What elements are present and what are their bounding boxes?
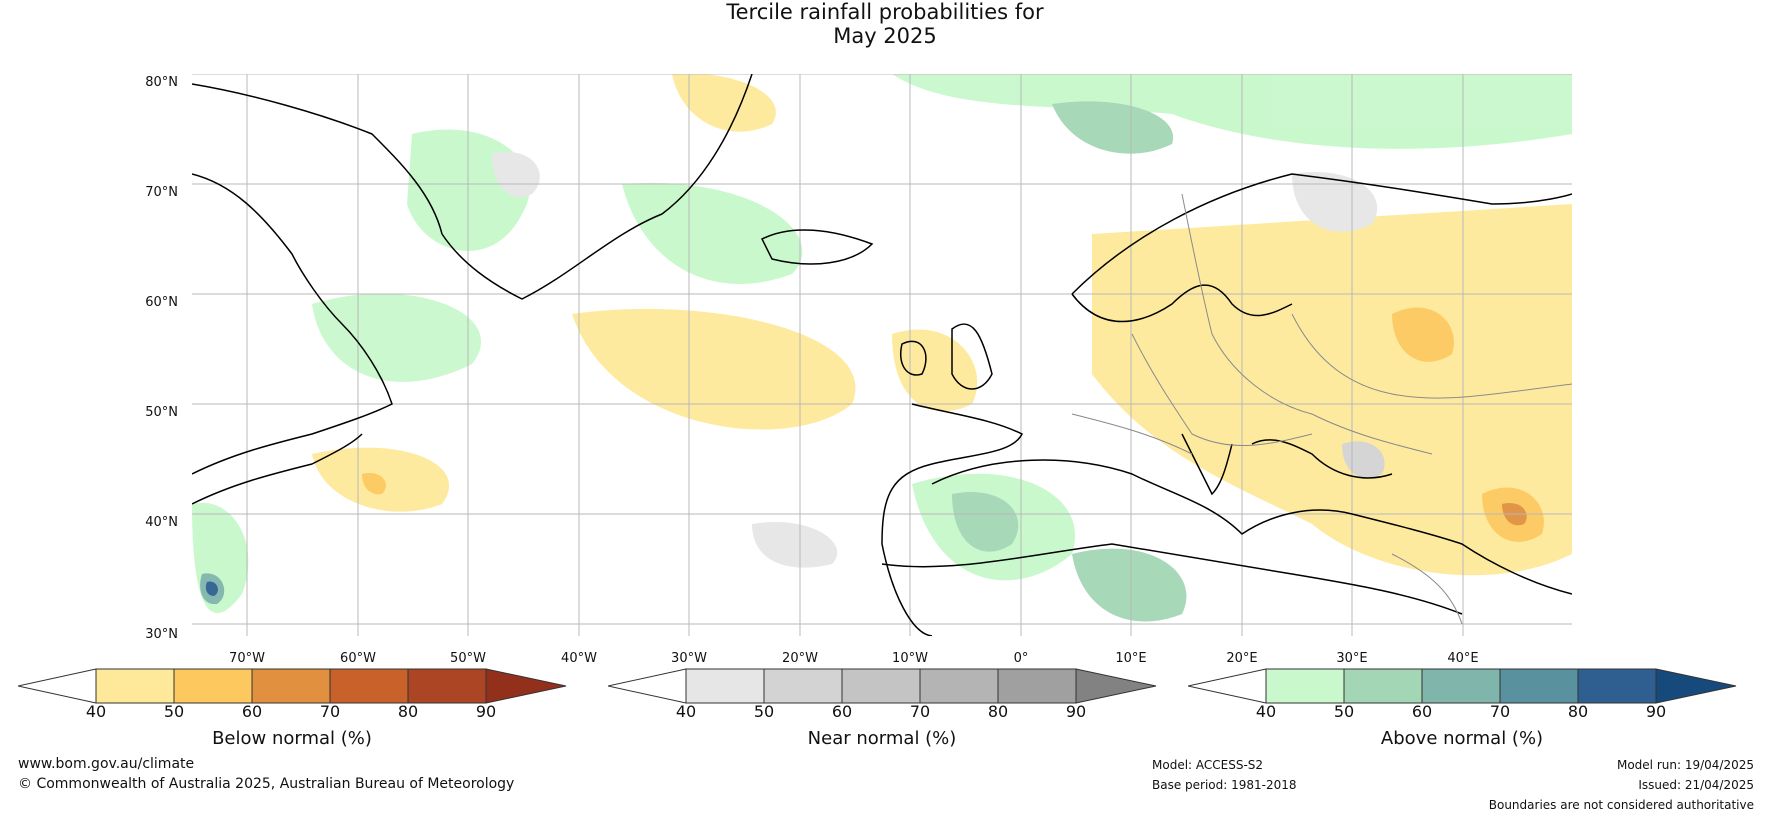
near-normal-swatch-50 (763, 668, 843, 704)
below-normal-swatch-70 (329, 668, 409, 704)
above-normal-swatch-50 (1343, 668, 1423, 704)
map-canvas (192, 74, 1572, 636)
above-normal-swatch-70 (1499, 668, 1579, 704)
lon-label-50w: 50°W (450, 651, 486, 666)
near-normal-tick: 50 (753, 702, 775, 721)
lon-label-40e: 40°E (1447, 651, 1479, 666)
above-normal-tick: 50 (1333, 702, 1355, 721)
lat-label-60n: 60°N (145, 295, 178, 310)
below-normal-low-extend (18, 668, 97, 704)
website-link[interactable]: www.bom.gov.au/climate (18, 756, 195, 772)
rainfall-map[interactable] (192, 74, 1572, 636)
below-normal-swatch-40 (95, 668, 175, 704)
near-normal-tick: 80 (987, 702, 1009, 721)
above-normal-label: Above normal (%) (1380, 728, 1544, 749)
near-normal-high-extend (1075, 668, 1157, 704)
near-normal-label: Near normal (%) (807, 728, 957, 749)
map-title: Tercile rainfall probabilities for May 2… (0, 0, 1770, 48)
near-normal-swatch-40 (685, 668, 765, 704)
near-normal-colorbar (608, 668, 1157, 704)
near-normal-tick: 40 (675, 702, 697, 721)
lon-label-60w: 60°W (340, 651, 376, 666)
below-normal-tick: 80 (397, 702, 419, 721)
lat-label-50n: 50°N (145, 405, 178, 420)
probability-shading (192, 74, 1572, 622)
below-normal-colorbar (18, 668, 567, 704)
above-normal-swatch-40 (1265, 668, 1345, 704)
lon-label-0: 0° (1013, 651, 1029, 666)
below-normal-tick: 90 (475, 702, 497, 721)
above-normal-tick: 90 (1645, 702, 1667, 721)
above-normal-low-extend (1188, 668, 1267, 704)
model-run-date: Model run: 19/04/2025 (1616, 758, 1754, 772)
lat-label-80n: 80°N (145, 75, 178, 90)
lon-label-20e: 20°E (1226, 651, 1258, 666)
model-name: Model: ACCESS-S2 (1152, 758, 1264, 772)
borders (1071, 193, 1572, 625)
above-normal-tick: 60 (1411, 702, 1433, 721)
issued-date: Issued: 21/04/2025 (1638, 778, 1754, 792)
below-normal-swatch-80 (407, 668, 487, 704)
graticule (192, 74, 1572, 636)
below-normal-tick: 60 (241, 702, 263, 721)
base-period: Base period: 1981-2018 (1152, 778, 1297, 792)
title-line-1: Tercile rainfall probabilities for (726, 0, 1044, 24)
lat-label-30n: 30°N (145, 627, 178, 642)
near-normal-tick: 70 (909, 702, 931, 721)
below-normal-high-extend (485, 668, 567, 704)
near-normal-tick: 60 (831, 702, 853, 721)
below-normal-swatch-50 (173, 668, 253, 704)
lon-label-30w: 30°W (671, 651, 707, 666)
above-normal-tick: 70 (1489, 702, 1511, 721)
lon-label-40w: 40°W (561, 651, 597, 666)
coastlines (192, 74, 1572, 636)
above-normal-tick: 80 (1567, 702, 1589, 721)
above-normal-high-extend (1655, 668, 1737, 704)
below-normal-tick: 50 (163, 702, 185, 721)
near-normal-swatch-70 (919, 668, 999, 704)
above-normal-tick: 40 (1255, 702, 1277, 721)
title-line-2: May 2025 (833, 24, 937, 48)
lon-label-10w: 10°W (892, 651, 928, 666)
below-normal-tick: 40 (85, 702, 107, 721)
below-normal-label: Below normal (%) (212, 728, 372, 749)
lon-label-30e: 30°E (1336, 651, 1368, 666)
below-normal-swatch-60 (251, 668, 331, 704)
boundaries-disclaimer: Boundaries are not considered authoritat… (1488, 798, 1754, 812)
lat-label-40n: 40°N (145, 515, 178, 530)
above-normal-swatch-60 (1421, 668, 1501, 704)
lon-label-10e: 10°E (1115, 651, 1147, 666)
near-normal-swatch-80 (997, 668, 1077, 704)
above-normal-colorbar (1188, 668, 1737, 704)
lon-label-70w: 70°W (229, 651, 265, 666)
copyright-text: © Commonwealth of Australia 2025, Austra… (18, 776, 515, 792)
near-normal-low-extend (608, 668, 687, 704)
above-normal-swatch-80 (1577, 668, 1657, 704)
lon-label-20w: 20°W (782, 651, 818, 666)
near-normal-swatch-60 (841, 668, 921, 704)
near-normal-tick: 90 (1065, 702, 1087, 721)
lat-label-70n: 70°N (145, 185, 178, 200)
below-normal-tick: 70 (319, 702, 341, 721)
